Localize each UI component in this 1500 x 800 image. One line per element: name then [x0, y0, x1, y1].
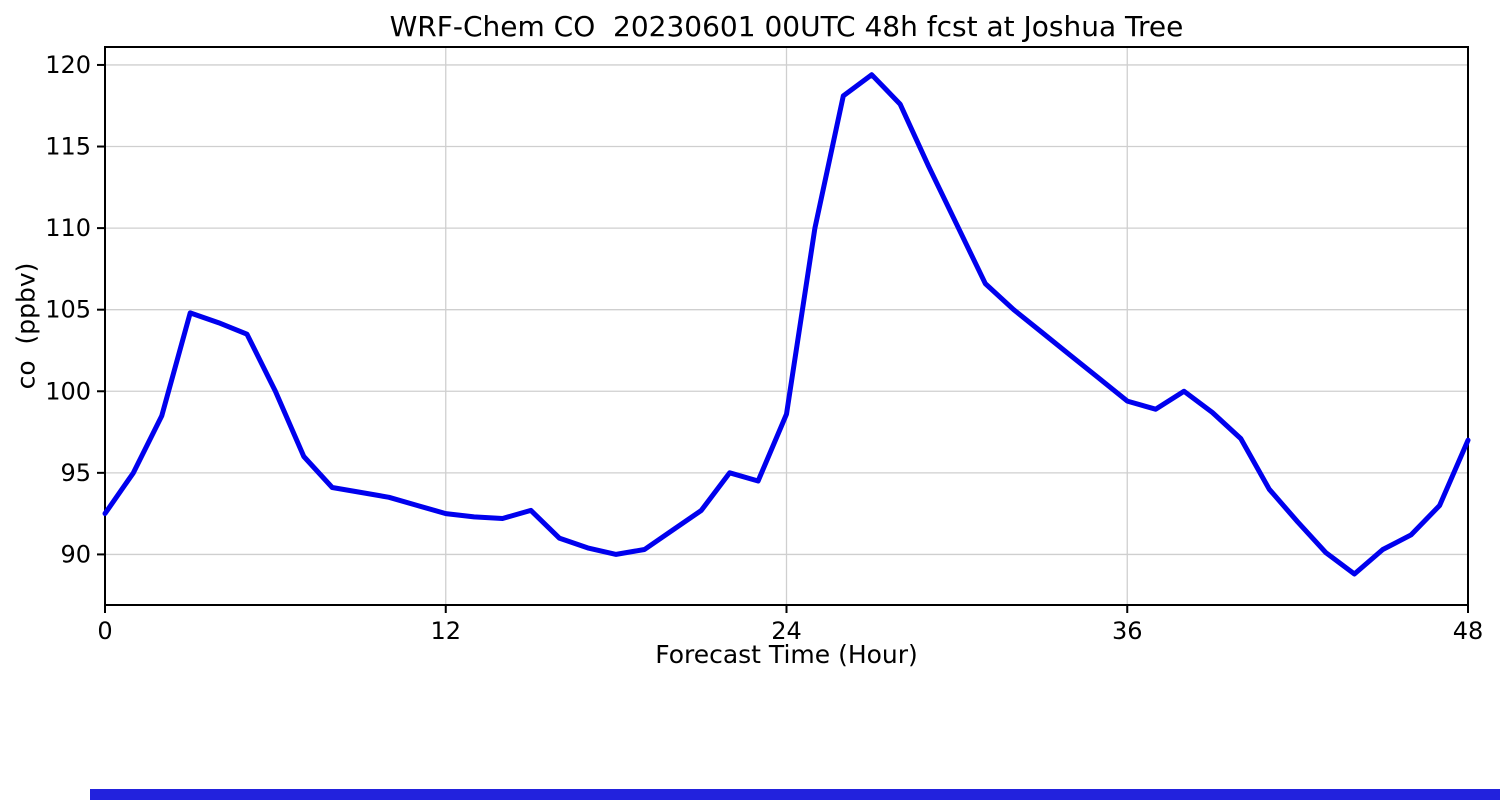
- x-tick-label: 48: [1453, 617, 1484, 645]
- x-tick-label: 0: [97, 617, 112, 645]
- y-tick-label: 115: [45, 133, 91, 161]
- y-tick-label: 90: [60, 540, 91, 568]
- x-tick-label: 12: [430, 617, 461, 645]
- y-tick-label: 120: [45, 51, 91, 79]
- y-axis-label: co (ppbv): [11, 262, 41, 390]
- x-axis-label: Forecast Time (Hour): [655, 640, 918, 669]
- y-tick-label: 110: [45, 214, 91, 242]
- y-tick-label: 95: [60, 459, 91, 487]
- x-tick-label: 36: [1112, 617, 1143, 645]
- bottom-blue-bar: [90, 789, 1500, 800]
- y-tick-label: 100: [45, 377, 91, 405]
- line-chart: 0 12 24 36 48 90 95 100 105 110 115 120: [45, 46, 1484, 645]
- co-series-line: [102, 72, 1471, 577]
- y-tick-label: 105: [45, 296, 91, 324]
- chart-title: WRF-Chem CO 20230601 00UTC 48h fcst at J…: [389, 10, 1184, 43]
- x-tick-label: 24: [771, 617, 802, 645]
